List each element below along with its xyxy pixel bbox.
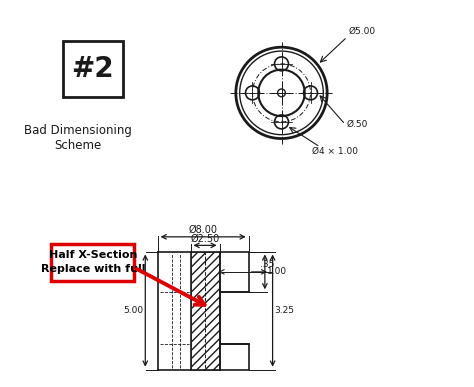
Text: Ø2.50: Ø2.50 bbox=[191, 233, 219, 243]
Text: 5.00: 5.00 bbox=[123, 306, 143, 315]
Text: Bad Dimensioning
Scheme: Bad Dimensioning Scheme bbox=[24, 124, 132, 152]
Text: .35: .35 bbox=[260, 260, 274, 269]
Bar bbox=[63, 41, 123, 97]
Text: Ø4 × 1.00: Ø4 × 1.00 bbox=[312, 146, 358, 156]
Text: #2: #2 bbox=[72, 55, 114, 83]
Text: 1.00: 1.00 bbox=[267, 267, 287, 276]
Text: Ø8.00: Ø8.00 bbox=[189, 224, 218, 235]
Text: Ø5.00: Ø5.00 bbox=[348, 27, 375, 36]
Bar bbox=[219, 252, 248, 292]
Text: 3.25: 3.25 bbox=[274, 306, 294, 315]
Text: Half X-Section
Replace with full: Half X-Section Replace with full bbox=[41, 250, 145, 274]
Bar bbox=[219, 344, 248, 370]
Bar bbox=[191, 252, 219, 370]
Bar bbox=[51, 244, 135, 281]
Text: Ø.50: Ø.50 bbox=[346, 120, 368, 129]
Bar bbox=[191, 252, 219, 370]
